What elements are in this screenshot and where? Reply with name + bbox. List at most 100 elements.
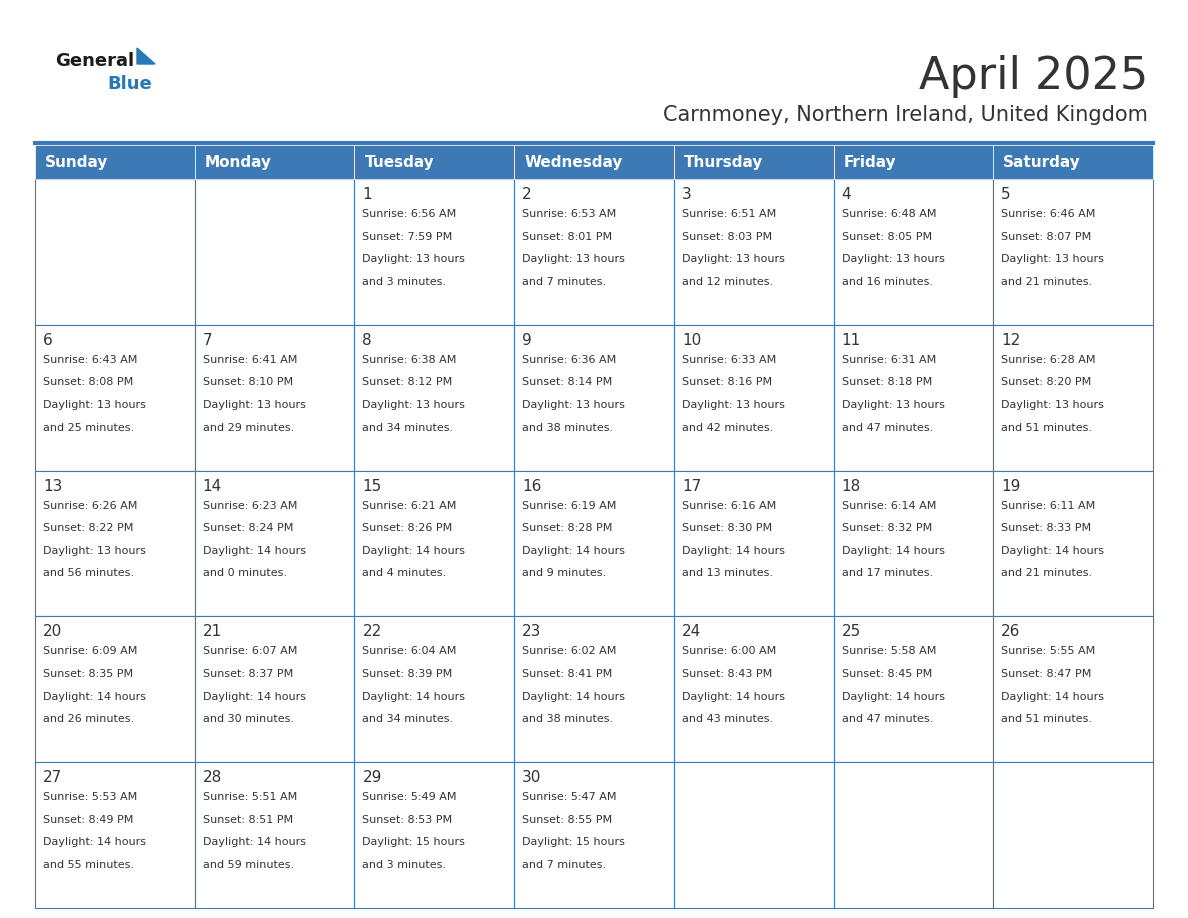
- Text: 11: 11: [841, 333, 861, 348]
- Text: Daylight: 15 hours: Daylight: 15 hours: [523, 837, 625, 847]
- Text: Tuesday: Tuesday: [365, 154, 434, 170]
- Polygon shape: [137, 48, 154, 64]
- Text: Sunset: 8:10 PM: Sunset: 8:10 PM: [203, 377, 292, 387]
- Text: Sunset: 8:49 PM: Sunset: 8:49 PM: [43, 815, 133, 824]
- Text: Daylight: 14 hours: Daylight: 14 hours: [523, 546, 625, 555]
- Text: Daylight: 14 hours: Daylight: 14 hours: [362, 691, 466, 701]
- Text: Sunrise: 5:47 AM: Sunrise: 5:47 AM: [523, 792, 617, 802]
- Text: Sunrise: 6:11 AM: Sunrise: 6:11 AM: [1001, 500, 1095, 510]
- Text: Saturday: Saturday: [1004, 154, 1081, 170]
- Text: 14: 14: [203, 478, 222, 494]
- Text: and 38 minutes.: and 38 minutes.: [523, 422, 613, 432]
- Bar: [674, 179, 834, 325]
- Text: and 7 minutes.: and 7 minutes.: [523, 277, 606, 286]
- Text: and 3 minutes.: and 3 minutes.: [362, 860, 447, 870]
- Text: 6: 6: [43, 333, 52, 348]
- Text: Sunset: 8:18 PM: Sunset: 8:18 PM: [841, 377, 931, 387]
- Bar: [34, 762, 195, 908]
- Bar: [993, 179, 1154, 325]
- Text: Sunrise: 6:41 AM: Sunrise: 6:41 AM: [203, 354, 297, 364]
- Text: 8: 8: [362, 333, 372, 348]
- Bar: [993, 762, 1154, 908]
- Text: Daylight: 14 hours: Daylight: 14 hours: [841, 546, 944, 555]
- Bar: [993, 471, 1154, 616]
- Text: and 56 minutes.: and 56 minutes.: [43, 568, 134, 578]
- Bar: [514, 616, 674, 762]
- Text: and 9 minutes.: and 9 minutes.: [523, 568, 606, 578]
- Text: Daylight: 14 hours: Daylight: 14 hours: [841, 691, 944, 701]
- Text: 4: 4: [841, 187, 851, 202]
- Text: and 25 minutes.: and 25 minutes.: [43, 422, 134, 432]
- Text: Sunrise: 6:38 AM: Sunrise: 6:38 AM: [362, 354, 457, 364]
- Text: and 21 minutes.: and 21 minutes.: [1001, 277, 1093, 286]
- Text: Wednesday: Wednesday: [524, 154, 623, 170]
- Text: Sunset: 8:53 PM: Sunset: 8:53 PM: [362, 815, 453, 824]
- Text: Daylight: 13 hours: Daylight: 13 hours: [362, 254, 466, 264]
- Text: Daylight: 13 hours: Daylight: 13 hours: [841, 400, 944, 410]
- Text: Sunset: 8:28 PM: Sunset: 8:28 PM: [523, 523, 613, 533]
- Text: and 34 minutes.: and 34 minutes.: [362, 422, 454, 432]
- Bar: [354, 616, 514, 762]
- Text: Daylight: 13 hours: Daylight: 13 hours: [841, 254, 944, 264]
- Text: 23: 23: [523, 624, 542, 640]
- Text: Sunset: 7:59 PM: Sunset: 7:59 PM: [362, 231, 453, 241]
- Text: Sunset: 8:24 PM: Sunset: 8:24 PM: [203, 523, 293, 533]
- Text: Sunset: 8:12 PM: Sunset: 8:12 PM: [362, 377, 453, 387]
- Text: Sunrise: 6:21 AM: Sunrise: 6:21 AM: [362, 500, 457, 510]
- Bar: [674, 471, 834, 616]
- Bar: [195, 179, 354, 325]
- Text: 15: 15: [362, 478, 381, 494]
- Text: and 29 minutes.: and 29 minutes.: [203, 422, 293, 432]
- Text: General: General: [55, 52, 134, 70]
- Text: Sunrise: 6:16 AM: Sunrise: 6:16 AM: [682, 500, 776, 510]
- Bar: [354, 471, 514, 616]
- Bar: [195, 325, 354, 471]
- Text: Sunrise: 6:14 AM: Sunrise: 6:14 AM: [841, 500, 936, 510]
- Text: Blue: Blue: [107, 75, 152, 93]
- Text: Sunset: 8:14 PM: Sunset: 8:14 PM: [523, 377, 612, 387]
- Bar: [514, 762, 674, 908]
- Text: Daylight: 14 hours: Daylight: 14 hours: [203, 691, 305, 701]
- Bar: [195, 145, 354, 179]
- Text: and 47 minutes.: and 47 minutes.: [841, 714, 933, 724]
- Bar: [993, 145, 1154, 179]
- Text: Sunrise: 6:19 AM: Sunrise: 6:19 AM: [523, 500, 617, 510]
- Text: Sunrise: 6:53 AM: Sunrise: 6:53 AM: [523, 209, 617, 219]
- Text: Sunrise: 6:56 AM: Sunrise: 6:56 AM: [362, 209, 456, 219]
- Bar: [354, 179, 514, 325]
- Text: 26: 26: [1001, 624, 1020, 640]
- Text: Daylight: 14 hours: Daylight: 14 hours: [43, 837, 146, 847]
- Text: and 55 minutes.: and 55 minutes.: [43, 860, 134, 870]
- Text: 27: 27: [43, 770, 62, 785]
- Text: 9: 9: [523, 333, 532, 348]
- Bar: [514, 471, 674, 616]
- Text: Sunset: 8:47 PM: Sunset: 8:47 PM: [1001, 669, 1092, 679]
- Text: Sunrise: 6:51 AM: Sunrise: 6:51 AM: [682, 209, 776, 219]
- Text: Sunset: 8:35 PM: Sunset: 8:35 PM: [43, 669, 133, 679]
- Text: Daylight: 14 hours: Daylight: 14 hours: [203, 837, 305, 847]
- Bar: [195, 762, 354, 908]
- Text: and 13 minutes.: and 13 minutes.: [682, 568, 773, 578]
- Text: Sunset: 8:43 PM: Sunset: 8:43 PM: [682, 669, 772, 679]
- Text: 19: 19: [1001, 478, 1020, 494]
- Text: 18: 18: [841, 478, 861, 494]
- Text: Sunrise: 5:55 AM: Sunrise: 5:55 AM: [1001, 646, 1095, 656]
- Text: Daylight: 14 hours: Daylight: 14 hours: [1001, 691, 1105, 701]
- Text: Daylight: 14 hours: Daylight: 14 hours: [362, 546, 466, 555]
- Text: Sunset: 8:08 PM: Sunset: 8:08 PM: [43, 377, 133, 387]
- Text: and 59 minutes.: and 59 minutes.: [203, 860, 293, 870]
- Text: Daylight: 14 hours: Daylight: 14 hours: [682, 546, 785, 555]
- Text: Sunrise: 5:51 AM: Sunrise: 5:51 AM: [203, 792, 297, 802]
- Text: April 2025: April 2025: [918, 55, 1148, 98]
- Bar: [354, 762, 514, 908]
- Text: Sunrise: 5:53 AM: Sunrise: 5:53 AM: [43, 792, 138, 802]
- Text: and 3 minutes.: and 3 minutes.: [362, 277, 447, 286]
- Text: and 34 minutes.: and 34 minutes.: [362, 714, 454, 724]
- Text: Daylight: 14 hours: Daylight: 14 hours: [1001, 546, 1105, 555]
- Bar: [993, 616, 1154, 762]
- Bar: [34, 179, 195, 325]
- Text: and 30 minutes.: and 30 minutes.: [203, 714, 293, 724]
- Bar: [34, 471, 195, 616]
- Text: Sunrise: 6:23 AM: Sunrise: 6:23 AM: [203, 500, 297, 510]
- Text: Sunset: 8:30 PM: Sunset: 8:30 PM: [682, 523, 772, 533]
